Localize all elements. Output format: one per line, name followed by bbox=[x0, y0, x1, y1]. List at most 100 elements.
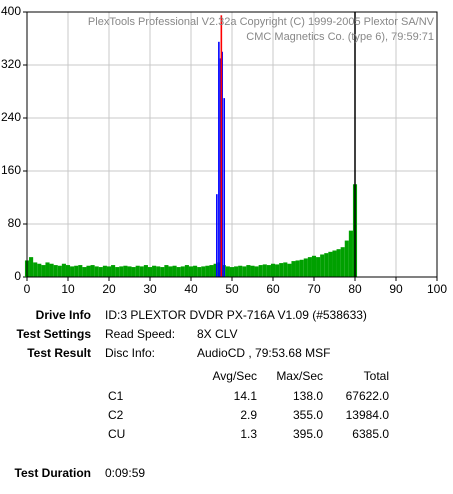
bar bbox=[82, 267, 87, 277]
bar bbox=[287, 263, 292, 277]
bar bbox=[119, 266, 124, 277]
x-tick-label: 90 bbox=[389, 282, 403, 296]
table-cell: 13984.0 bbox=[346, 408, 390, 422]
bar bbox=[49, 263, 54, 277]
row-label: C2 bbox=[108, 408, 124, 422]
bar bbox=[102, 265, 107, 277]
bar bbox=[340, 247, 345, 277]
value: ID:3 PLEXTOR DVDR PX-716A V1.09 (#538633… bbox=[105, 308, 367, 322]
x-tick-label: 80 bbox=[348, 282, 362, 296]
y-tick-label: 320 bbox=[1, 57, 21, 71]
y-tick-label: 400 bbox=[1, 4, 21, 18]
bar bbox=[266, 265, 271, 277]
bar bbox=[328, 251, 333, 277]
bar bbox=[123, 265, 128, 277]
bar bbox=[324, 253, 329, 277]
bar bbox=[201, 266, 206, 277]
bar bbox=[45, 262, 50, 277]
bar bbox=[254, 266, 259, 277]
bar bbox=[184, 265, 189, 277]
bar bbox=[279, 263, 284, 277]
bar bbox=[348, 230, 353, 277]
bar bbox=[143, 265, 148, 277]
table-cell: 1.3 bbox=[240, 427, 257, 441]
bar bbox=[111, 265, 116, 277]
bar bbox=[90, 265, 95, 277]
table-cell: 14.1 bbox=[234, 389, 258, 403]
label: Test Duration bbox=[15, 466, 91, 480]
label: Test Settings bbox=[17, 327, 92, 341]
bar bbox=[218, 41, 220, 277]
bar bbox=[164, 265, 169, 277]
bar bbox=[41, 265, 46, 277]
bar bbox=[311, 255, 317, 277]
header-line: PlexTools Professional V2.32a Copyright … bbox=[88, 16, 435, 28]
bar bbox=[221, 51, 223, 277]
x-tick-label: 10 bbox=[61, 282, 75, 296]
bar bbox=[188, 266, 194, 277]
x-tick-label: 60 bbox=[266, 282, 280, 296]
table-header: Total bbox=[364, 369, 389, 383]
bar bbox=[57, 265, 62, 277]
y-tick-label: 160 bbox=[1, 163, 21, 177]
result-table: Avg/Sec Max/Sec Total C1 14.1 138.0 67622.0 C2 2… bbox=[108, 369, 389, 441]
bar bbox=[234, 266, 239, 277]
row-label: CU bbox=[108, 427, 125, 441]
bar bbox=[242, 266, 247, 277]
bar bbox=[217, 262, 222, 277]
label: Drive Info bbox=[36, 308, 91, 322]
bar bbox=[29, 257, 34, 277]
bar bbox=[220, 15, 223, 277]
table-cell: 67622.0 bbox=[346, 389, 390, 403]
bar bbox=[156, 266, 161, 277]
bar bbox=[275, 264, 280, 277]
x-tick-label: 70 bbox=[307, 282, 321, 296]
bar bbox=[160, 267, 165, 277]
bar bbox=[33, 262, 38, 277]
bar bbox=[332, 250, 337, 277]
bar bbox=[70, 266, 75, 277]
bar bbox=[336, 249, 341, 277]
plot-frame bbox=[26, 11, 438, 278]
bar bbox=[258, 265, 263, 277]
bar bbox=[180, 266, 185, 277]
bar bbox=[299, 259, 304, 277]
bar bbox=[135, 265, 140, 277]
bar bbox=[250, 265, 255, 277]
bar bbox=[209, 265, 214, 277]
bar bbox=[115, 267, 120, 277]
bar bbox=[219, 58, 222, 277]
value: Read Speed: bbox=[105, 327, 175, 341]
value: 0:09:59 bbox=[105, 466, 145, 480]
y-tick-label: 80 bbox=[8, 216, 22, 230]
bar bbox=[213, 263, 218, 277]
bar bbox=[127, 266, 132, 277]
bar bbox=[78, 265, 83, 277]
bar bbox=[303, 258, 308, 277]
bar bbox=[168, 266, 173, 277]
x-tick-label: 30 bbox=[143, 282, 157, 296]
table-cell: 355.0 bbox=[293, 408, 323, 422]
x-tick-label: 50 bbox=[225, 282, 239, 296]
bar bbox=[295, 260, 300, 277]
table-header: Avg/Sec bbox=[213, 369, 257, 383]
bar bbox=[344, 240, 349, 277]
bar bbox=[61, 263, 66, 277]
x-tick-label: 40 bbox=[184, 282, 198, 296]
bar bbox=[229, 267, 235, 277]
bar bbox=[106, 266, 112, 277]
x-tick-label: 20 bbox=[102, 282, 116, 296]
bar bbox=[172, 265, 177, 277]
row-label: C1 bbox=[108, 389, 124, 403]
bar bbox=[283, 262, 288, 277]
bar bbox=[131, 267, 136, 277]
bar bbox=[53, 265, 58, 277]
x-tick-label: 0 bbox=[24, 282, 31, 296]
table-header: Max/Sec bbox=[276, 369, 323, 383]
bar bbox=[98, 267, 103, 277]
table-cell: 395.0 bbox=[293, 427, 323, 441]
bar bbox=[320, 254, 325, 277]
y-tick-label: 0 bbox=[14, 269, 21, 283]
bar bbox=[176, 267, 181, 277]
